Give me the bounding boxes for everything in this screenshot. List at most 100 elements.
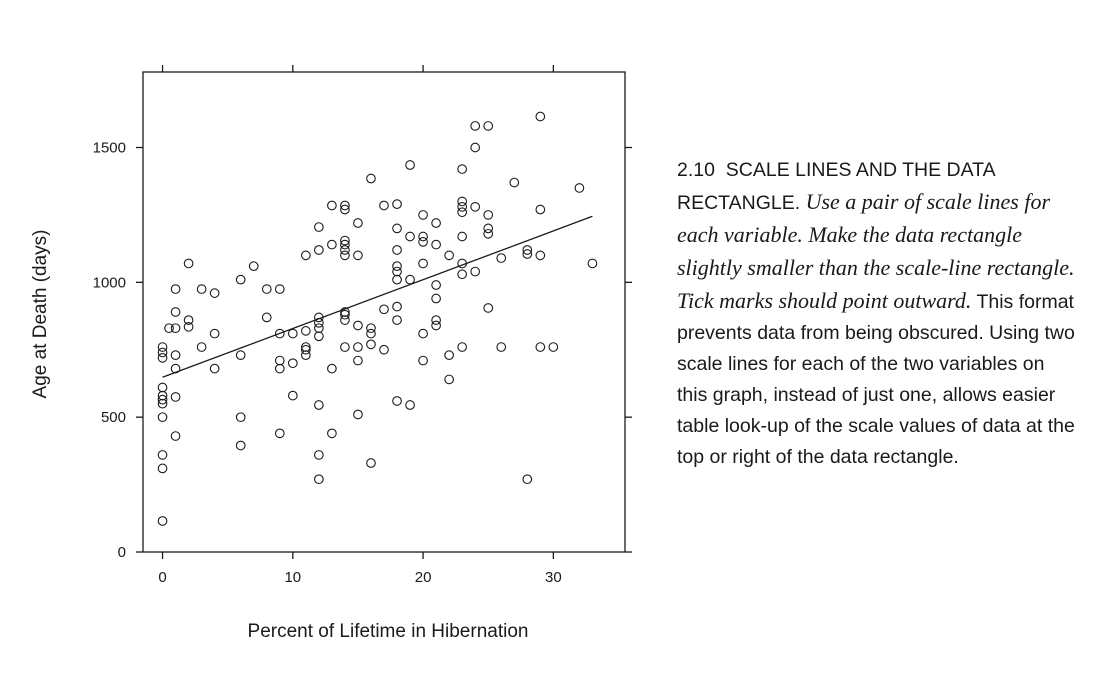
data-point bbox=[418, 231, 428, 242]
data-point bbox=[274, 363, 285, 374]
data-point bbox=[157, 382, 168, 393]
data-point bbox=[314, 312, 324, 323]
data-point bbox=[418, 237, 428, 247]
data-point bbox=[235, 440, 246, 451]
data-point bbox=[353, 218, 363, 228]
data-point bbox=[340, 245, 350, 255]
data-point bbox=[535, 342, 546, 352]
figure-heading: SCALE LINES AND THE DATA RECTANGLE. bbox=[677, 159, 995, 214]
data-point bbox=[379, 200, 389, 211]
figure-caption: 2.10 SCALE LINES AND THE DATA RECTANGLE.… bbox=[677, 155, 1077, 473]
data-point bbox=[196, 342, 207, 352]
data-point bbox=[496, 253, 507, 263]
data-point bbox=[196, 284, 207, 294]
data-point bbox=[327, 200, 337, 211]
data-point bbox=[261, 284, 272, 294]
data-point bbox=[183, 315, 194, 325]
data-point bbox=[405, 160, 415, 170]
data-point bbox=[300, 344, 311, 355]
data-point bbox=[418, 210, 428, 220]
data-point bbox=[392, 245, 402, 255]
data-point bbox=[587, 258, 598, 269]
data-point bbox=[522, 474, 533, 485]
data-point bbox=[340, 309, 350, 320]
y-tick-label: 500 bbox=[101, 409, 126, 426]
data-point bbox=[535, 204, 546, 215]
data-point bbox=[392, 261, 402, 272]
data-point bbox=[418, 328, 428, 339]
data-point bbox=[418, 258, 428, 269]
data-point bbox=[548, 342, 559, 352]
x-axis-title: Percent of Lifetime in Hibernation bbox=[248, 621, 529, 642]
data-point bbox=[170, 392, 181, 402]
data-point bbox=[274, 284, 285, 294]
data-point bbox=[287, 358, 298, 369]
data-point bbox=[157, 394, 168, 405]
data-point bbox=[392, 396, 402, 406]
data-point bbox=[431, 239, 441, 250]
data-point bbox=[522, 245, 533, 255]
data-point bbox=[209, 328, 220, 339]
data-point bbox=[274, 328, 285, 339]
data-point bbox=[353, 355, 363, 366]
data-point bbox=[444, 374, 454, 385]
data-point bbox=[366, 458, 376, 468]
data-point bbox=[340, 235, 350, 246]
data-point bbox=[457, 164, 468, 174]
figure-italic-text: Use a pair of scale lines for each varia… bbox=[677, 189, 1075, 313]
data-point bbox=[287, 390, 298, 401]
data-point bbox=[300, 250, 311, 261]
data-point bbox=[444, 350, 454, 360]
data-point bbox=[392, 301, 402, 312]
data-point bbox=[314, 245, 324, 255]
x-tick-label: 20 bbox=[415, 569, 432, 586]
data-point bbox=[457, 201, 468, 212]
data-point bbox=[157, 352, 168, 363]
data-point bbox=[483, 210, 494, 220]
x-tick-label: 10 bbox=[284, 569, 301, 586]
data-point bbox=[340, 239, 350, 250]
data-point bbox=[314, 474, 324, 485]
data-point bbox=[170, 431, 181, 441]
figure-number: 2.10 bbox=[677, 159, 715, 181]
data-point bbox=[457, 258, 468, 269]
data-point bbox=[392, 266, 402, 277]
data-point bbox=[274, 355, 285, 366]
data-point bbox=[157, 342, 168, 352]
data-point bbox=[457, 269, 468, 280]
data-point bbox=[405, 400, 415, 410]
data-point bbox=[535, 250, 546, 261]
data-point bbox=[353, 409, 363, 420]
data-point bbox=[300, 342, 311, 352]
data-point bbox=[483, 121, 494, 131]
regression-line bbox=[162, 215, 593, 378]
data-point bbox=[405, 231, 415, 242]
data-point bbox=[314, 317, 324, 328]
data-point bbox=[366, 323, 376, 334]
data-point bbox=[392, 274, 402, 285]
data-point bbox=[535, 111, 546, 122]
data-point bbox=[170, 350, 181, 360]
data-point bbox=[431, 315, 441, 325]
y-tick-label: 1500 bbox=[93, 140, 126, 157]
data-point bbox=[431, 293, 441, 304]
data-point bbox=[353, 342, 363, 352]
data-point bbox=[314, 400, 324, 410]
x-tick-label: 0 bbox=[158, 569, 166, 586]
data-point bbox=[366, 173, 376, 184]
data-point bbox=[405, 274, 415, 285]
y-axis-title: Age at Death (days) bbox=[30, 230, 51, 399]
data-point bbox=[470, 121, 481, 131]
data-point bbox=[522, 249, 533, 259]
data-point bbox=[314, 323, 324, 334]
data-point bbox=[209, 363, 220, 374]
data-points bbox=[157, 111, 598, 526]
data-point bbox=[366, 328, 376, 339]
figure-body-text: This format prevents data from being obs… bbox=[677, 291, 1075, 468]
data-point bbox=[379, 344, 389, 355]
data-point bbox=[183, 258, 194, 269]
data-point bbox=[418, 355, 428, 366]
y-tick-label: 0 bbox=[118, 544, 126, 561]
data-point bbox=[274, 428, 285, 439]
data-point bbox=[157, 463, 168, 474]
